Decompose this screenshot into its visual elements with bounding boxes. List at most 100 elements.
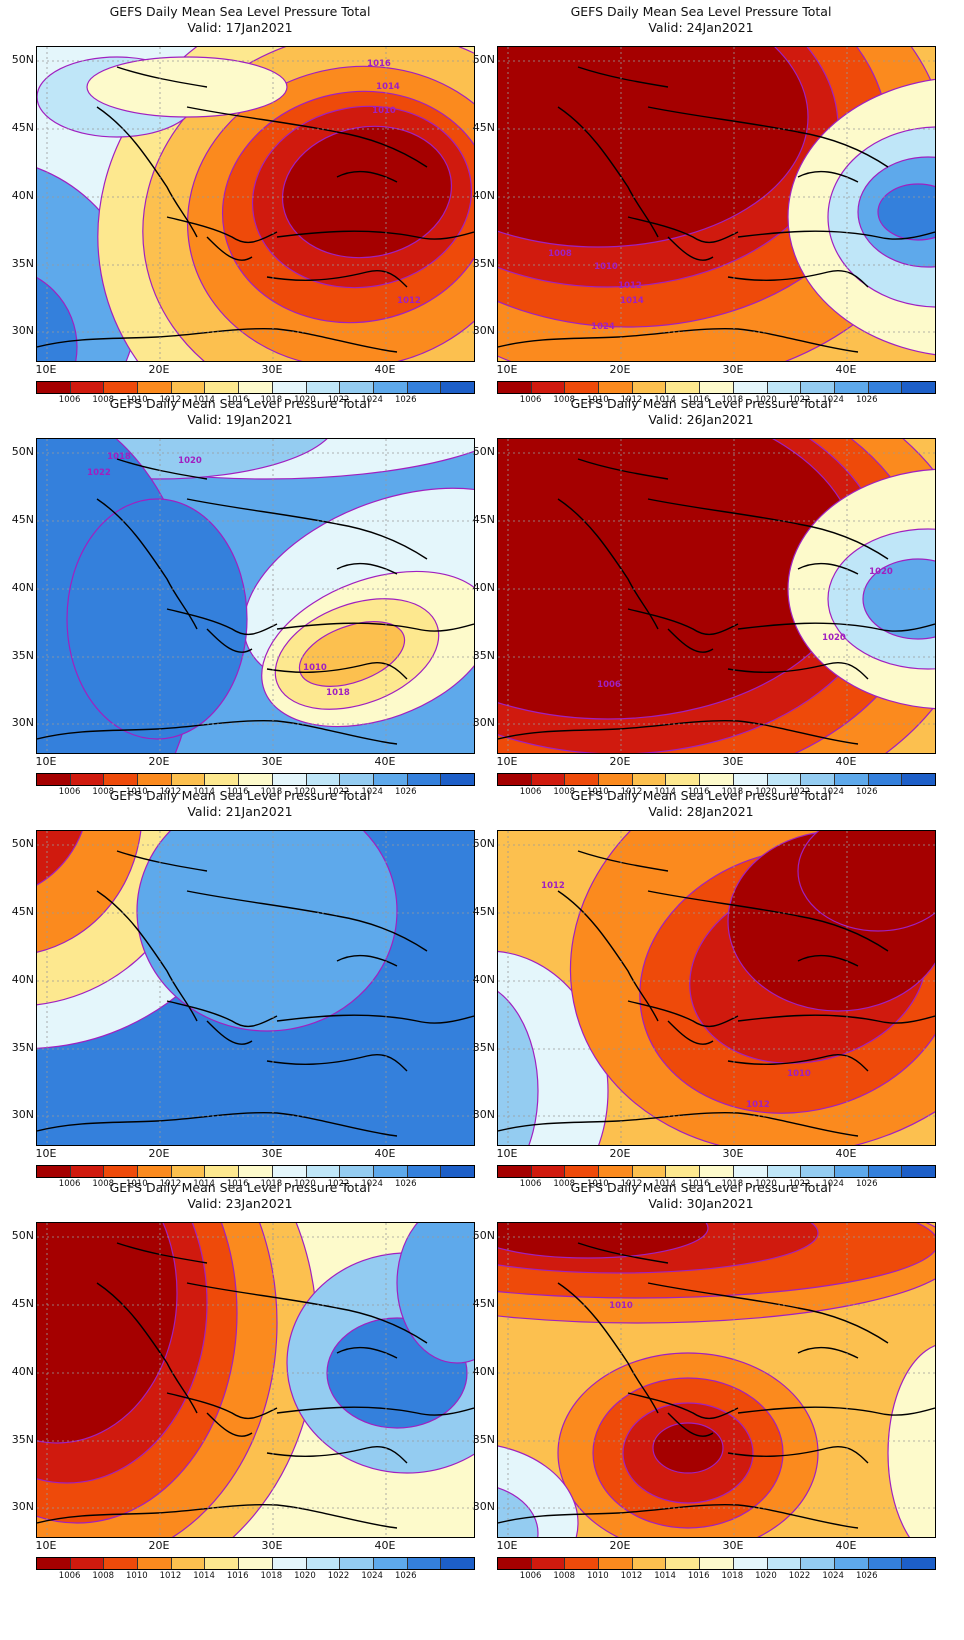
colorbar-segment xyxy=(700,1558,734,1569)
longitude-label: 20E xyxy=(609,1539,631,1552)
colorbar-segment xyxy=(498,1558,532,1569)
colorbar-segment xyxy=(531,1166,566,1177)
coastline xyxy=(116,66,208,88)
colorbar-segment xyxy=(306,1166,341,1177)
panel-valid-date: Valid: 28Jan2021 xyxy=(648,804,754,819)
colorbar-label: 1014 xyxy=(654,787,676,797)
coastline xyxy=(727,1054,869,1072)
colorbar-segment xyxy=(171,1166,206,1177)
latitude-label: 30N xyxy=(472,324,495,337)
colorbar-segment xyxy=(801,1166,835,1177)
coastline xyxy=(206,1020,253,1045)
pressure-contour xyxy=(498,47,809,248)
coastline xyxy=(166,608,278,636)
colorbar-segment xyxy=(138,382,172,393)
isobar-label: 1022 xyxy=(87,468,111,478)
coastline xyxy=(166,1392,278,1420)
longitude-label: 10E xyxy=(35,755,57,768)
colorbar-segment xyxy=(801,774,835,785)
coastline xyxy=(498,327,859,353)
panel-valid-date: Valid: 23Jan2021 xyxy=(187,1196,293,1211)
colorbar-segment xyxy=(666,382,701,393)
colorbar-segment xyxy=(441,774,474,785)
panel-valid-date: Valid: 26Jan2021 xyxy=(648,412,754,427)
panel-valid-date: Valid: 17Jan2021 xyxy=(187,20,293,35)
colorbar-label: 1024 xyxy=(361,787,383,797)
coastline xyxy=(96,890,198,1022)
coastline xyxy=(627,1000,739,1028)
colorbar-label: 1024 xyxy=(822,1571,844,1581)
colorbar-label: 1022 xyxy=(788,1571,811,1581)
colorbar-segment xyxy=(767,774,802,785)
pressure-map: 1022 1018 1020 1010 1018 xyxy=(36,438,475,754)
colorbar-segment xyxy=(306,382,341,393)
colorbar-label: 1026 xyxy=(394,1179,417,1189)
colorbar-segment xyxy=(239,1166,273,1177)
colorbar-segment xyxy=(700,382,734,393)
colorbar-label: 1006 xyxy=(519,787,542,797)
coastline xyxy=(96,498,198,630)
pressure-map xyxy=(36,830,475,1146)
coastline xyxy=(797,170,859,183)
map-panel: GEFS Daily Mean Sea Level Pressure Total… xyxy=(461,784,941,1194)
longitude-label: 40E xyxy=(374,755,396,768)
colorbar-segment xyxy=(37,1558,71,1569)
pressure-contour xyxy=(37,1223,178,1444)
colorbar-segment xyxy=(239,1558,273,1569)
colorbar-segment xyxy=(104,382,139,393)
colorbar-segment xyxy=(902,1166,935,1177)
colorbar xyxy=(36,1557,475,1570)
pressure-map: 1020 1020 1006 xyxy=(497,438,936,754)
panel-title: GEFS Daily Mean Sea Level Pressure Total xyxy=(109,4,371,19)
colorbar-segment xyxy=(902,382,935,393)
longitude-label: 40E xyxy=(374,363,396,376)
colorbar-label: 1014 xyxy=(193,1571,215,1581)
colorbar-label: 1018 xyxy=(260,787,283,797)
coastline xyxy=(737,622,935,632)
colorbar-label: 1026 xyxy=(855,1179,878,1189)
colorbar xyxy=(497,381,936,394)
colorbar-label: 1024 xyxy=(361,1179,383,1189)
longitude-label: 20E xyxy=(609,755,631,768)
coastline xyxy=(116,850,208,872)
colorbar-label: 1012 xyxy=(159,1571,182,1581)
coastline xyxy=(727,1446,869,1464)
colorbar-segment xyxy=(373,1166,408,1177)
colorbar-segment xyxy=(868,774,903,785)
colorbar-label: 1008 xyxy=(553,1179,576,1189)
colorbar-segment xyxy=(37,774,71,785)
longitude-label: 30E xyxy=(722,1539,744,1552)
coastline xyxy=(276,1406,474,1416)
coastline xyxy=(737,1406,935,1416)
longitude-label: 10E xyxy=(496,755,518,768)
panel-title: GEFS Daily Mean Sea Level Pressure Total xyxy=(109,1180,371,1195)
longitude-label: 20E xyxy=(148,1539,170,1552)
longitude-label: 40E xyxy=(374,1147,396,1160)
isobar-label: 1014 xyxy=(620,296,644,306)
colorbar-segment xyxy=(733,382,768,393)
coastline xyxy=(37,1111,398,1137)
latitude-label: 35N xyxy=(472,649,495,662)
longitude-label: 20E xyxy=(609,1147,631,1160)
coastline xyxy=(276,230,474,240)
longitude-label: 10E xyxy=(35,363,57,376)
colorbar-segment xyxy=(239,774,273,785)
coastline xyxy=(577,1242,669,1264)
colorbar-segment xyxy=(104,774,139,785)
longitude-label: 10E xyxy=(35,1539,57,1552)
colorbar-segment xyxy=(407,774,442,785)
colorbar-label: 1020 xyxy=(755,787,777,797)
latitude-label: 30N xyxy=(11,716,34,729)
longitude-label: 30E xyxy=(722,363,744,376)
colorbar-segment xyxy=(531,1558,566,1569)
colorbar-segment xyxy=(565,1558,600,1569)
longitude-label: 20E xyxy=(148,1147,170,1160)
colorbar-label: 1008 xyxy=(553,787,576,797)
panel-title: GEFS Daily Mean Sea Level Pressure Total xyxy=(570,788,832,803)
latitude-label: 35N xyxy=(11,1041,34,1054)
colorbar-segment xyxy=(441,1558,474,1569)
colorbar-segment xyxy=(70,774,105,785)
latitude-label: 35N xyxy=(472,257,495,270)
colorbar-label: 1026 xyxy=(855,1571,878,1581)
coastline xyxy=(186,890,428,952)
